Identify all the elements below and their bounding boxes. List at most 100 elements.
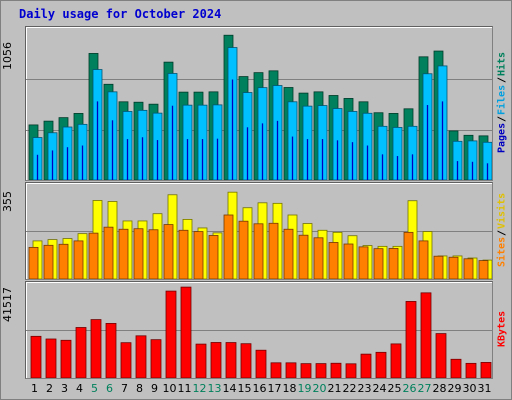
kbytes-bar [465, 362, 477, 378]
sites-bar [208, 235, 219, 279]
x-tick-label: 2 [46, 382, 53, 395]
sites-bar [283, 228, 294, 279]
x-tick-label: 13 [207, 382, 222, 395]
sites-bar [178, 229, 189, 279]
legend-pages: Pages [496, 122, 508, 153]
x-tick-label: 20 [312, 382, 327, 395]
sites-bar [403, 231, 414, 279]
bottom-ymax-label: 41517 [1, 287, 14, 323]
kbytes-bar [75, 327, 87, 378]
kbytes-bar [375, 351, 387, 378]
sites-bar [268, 222, 279, 279]
x-tick-label: 30 [462, 382, 477, 395]
sites-bar [118, 228, 129, 279]
visits-sites-legend: Sites / Visits [494, 182, 510, 278]
hits-files-pages-legend: Pages / Files / Hits [494, 26, 510, 179]
kbytes-bar [165, 290, 177, 378]
files-bar [407, 125, 418, 180]
mid-ymax-label: 355 [1, 191, 14, 213]
x-tick-label: 15 [237, 382, 252, 395]
x-tick-label: 27 [417, 382, 432, 395]
sites-bar [478, 260, 489, 279]
sites-bar [388, 248, 399, 279]
kbytes-bar [195, 343, 207, 378]
files-bar [392, 127, 403, 180]
sites-bar [133, 228, 144, 279]
x-tick-label: 31 [477, 382, 492, 395]
files-bar [467, 140, 478, 180]
sites-bar [73, 240, 84, 279]
kbytes-bar [255, 349, 267, 378]
kbytes-bar [45, 338, 57, 378]
x-tick-label: 9 [151, 382, 158, 395]
sites-bar [223, 214, 234, 279]
kbytes-bar [105, 323, 117, 378]
files-bar [452, 140, 463, 180]
legend-separator: / [496, 230, 508, 237]
kbytes-bar [405, 301, 417, 378]
kbytes-bar [330, 362, 342, 378]
kbytes-bar [120, 342, 132, 378]
x-tick-label: 10 [162, 382, 177, 395]
legend-sites: Sites [496, 237, 508, 268]
x-tick-label: 8 [136, 382, 143, 395]
kbytes-bar [270, 362, 282, 378]
sites-bar [253, 223, 264, 279]
sites-bar [163, 224, 174, 279]
sites-bar [58, 243, 69, 279]
kbytes-bar [285, 362, 297, 378]
kbytes-bar [480, 362, 492, 378]
kbytes-bar [60, 339, 72, 378]
kbytes-bar [360, 353, 372, 378]
sites-bar [298, 234, 309, 279]
sites-bar [448, 256, 459, 279]
sites-bar [313, 237, 324, 279]
kbytes-bar [345, 363, 357, 378]
sites-bar [328, 242, 339, 279]
sites-bar [358, 246, 369, 279]
kbytes-bar [30, 335, 42, 378]
visits-sites-panel [25, 182, 493, 280]
kbytes-bar [315, 363, 327, 378]
x-tick-label: 11 [177, 382, 192, 395]
kbytes-bar [300, 363, 312, 378]
x-tick-label: 29 [447, 382, 462, 395]
kbytes-bar [90, 319, 102, 378]
sites-bar [238, 220, 249, 279]
x-tick-label: 7 [121, 382, 128, 395]
x-tick-label: 3 [61, 382, 68, 395]
hits-files-pages-panel [25, 26, 493, 181]
sites-bar [103, 226, 114, 279]
x-tick-label: 28 [432, 382, 447, 395]
x-tick-label: 26 [402, 382, 417, 395]
files-bar [377, 125, 388, 180]
kbytes-bar [135, 335, 147, 378]
p3-plot [26, 286, 492, 378]
kbytes-bar [450, 358, 462, 378]
sites-bar [463, 258, 474, 279]
legend-files: Files [496, 84, 508, 115]
sites-bar [28, 246, 39, 279]
x-tick-label: 4 [76, 382, 83, 395]
sites-bar [148, 229, 159, 279]
sites-bar [88, 232, 99, 279]
x-tick-label: 18 [282, 382, 297, 395]
x-tick-label: 21 [327, 382, 342, 395]
kbytes-panel [25, 281, 493, 379]
x-tick-label: 16 [252, 382, 267, 395]
legend-visits: Visits [496, 192, 508, 229]
sites-bar [343, 243, 354, 279]
p1-plot [26, 34, 492, 180]
x-tick-label: 19 [297, 382, 312, 395]
sites-bar [193, 231, 204, 279]
x-tick-label: 22 [342, 382, 357, 395]
chart-title: Daily usage for October 2024 [19, 7, 222, 21]
kbytes-bar [150, 339, 162, 378]
x-tick-label: 25 [387, 382, 402, 395]
x-tick-label: 17 [267, 382, 282, 395]
x-axis-day-labels: 1 2 3 4 5 6 7 8 9 10 11 12 13 14 15 16 17 18 19 20 21 22 23 24 2… [25, 379, 492, 397]
kbytes-bar [420, 292, 432, 378]
sites-bar [43, 244, 54, 279]
kbytes-bar [390, 343, 402, 378]
kbytes-bar [240, 343, 252, 378]
